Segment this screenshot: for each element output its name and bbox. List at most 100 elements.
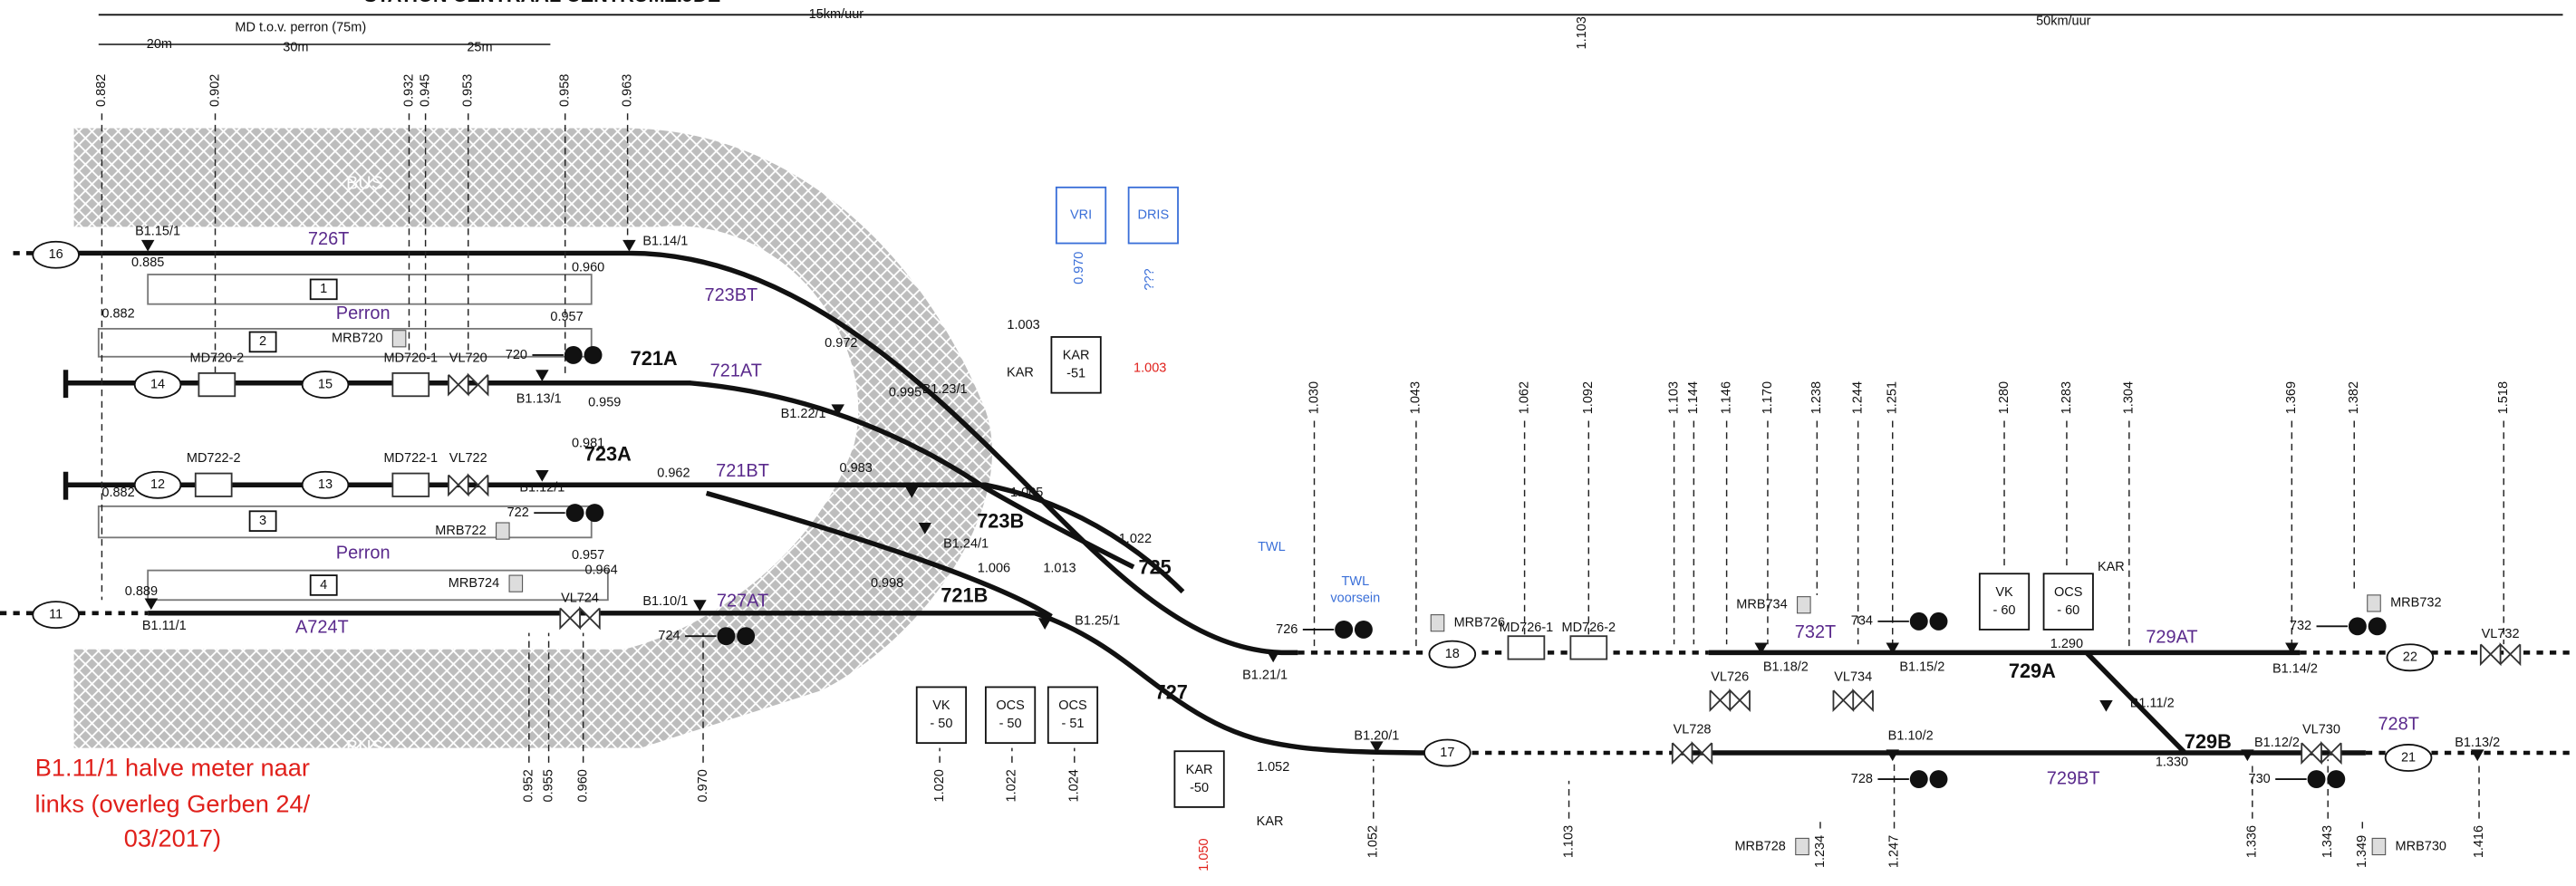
kar-label: KAR [1257,814,1284,829]
signal-label: B1.11/1 [142,619,187,633]
info-box [1173,750,1225,808]
mrb-box [508,574,524,592]
track-oval [301,371,350,400]
switch-name: 723B [977,510,1024,533]
km-label: 0.964 [584,563,617,577]
track-number: 18 [1445,647,1460,661]
signal-marker [2241,749,2254,762]
signal-marker [1370,741,1384,754]
signal-number: 722 [507,506,529,520]
signal-label: B1.24/1 [943,536,989,551]
km-label: 1.052 [1257,760,1289,775]
note: B1.11/1 halve meter naar [35,753,310,781]
box-text: VRI [1070,208,1092,223]
track-oval [1423,738,1471,767]
track-number: 11 [49,607,63,621]
km-label: 1.052 [1366,825,1381,858]
signal-marker [622,239,636,252]
track-number: 13 [318,477,333,492]
km-label: 1.013 [1043,562,1076,576]
box-text: KAR [1186,763,1213,777]
labels: STATION CENTRAAL CENTRUMZIJDE 15km/uur 50k… [32,0,2522,872]
km-label: 0.952 [522,769,536,802]
platform-name: Perron [336,303,391,323]
signal-head [717,627,736,646]
km-label: 0.882 [101,306,134,321]
box-text: VK [932,698,950,713]
signal-head [2368,617,2387,636]
mrb-label: MRB732 [2390,596,2441,611]
track-oval [1428,640,1477,669]
signal-label: B1.10/1 [642,594,688,609]
km-label-blue: ??? [1143,268,1157,290]
valve [448,473,489,497]
equipment-label: VL724 [561,591,599,605]
mrb-box [391,330,407,348]
equipment-label: VL726 [1711,669,1749,684]
km-label: 0.981 [572,437,604,451]
info-box [1127,186,1179,245]
signal-label: B1.15/1 [135,225,180,239]
km-label: 1.020 [932,769,947,802]
km-label: 0.902 [207,74,222,107]
km-label: 0.932 [401,74,416,107]
mrb-label: MRB724 [449,576,499,591]
km-label: 1.103 [1666,381,1681,414]
km-label-red: 1.003 [1134,361,1166,375]
km-label: 1.382 [2347,381,2361,414]
signal-marker [918,523,932,534]
detector [391,371,430,398]
signal-number: 734 [1851,614,1873,629]
track-name: 727AT [717,591,768,611]
signal-head [585,504,604,523]
box-text: - 50 [999,717,1022,731]
km-label: 1.030 [1307,381,1321,414]
km-label: 1.290 [2050,637,2083,651]
dimension: 30m [283,40,308,54]
signal-head [1909,612,1928,631]
km-label: 1.022 [1119,532,1152,546]
valve [1832,688,1874,713]
equipment-label: VL730 [2302,722,2340,737]
km-label: 1.280 [1997,381,2012,414]
signal-label: B1.22/1 [781,407,826,421]
mrb-label: MRB730 [2396,839,2446,853]
km-label: 1.003 [1007,318,1039,332]
switch-name: 729A [2009,660,2056,682]
km-label: 1.043 [1409,381,1423,414]
km-label: 0.960 [575,769,590,802]
track-oval [301,470,350,499]
switch-name: 723A [584,442,632,465]
platform-number-box [248,331,277,353]
detector [1507,635,1546,660]
bus-label: BUS [346,173,383,193]
equipment-label: VL734 [1834,669,1872,684]
signal-head [565,504,584,523]
signal-head [1909,770,1928,789]
km-label: 1.244 [1850,381,1865,414]
valve [2479,642,2522,667]
km-label: 1.330 [2156,756,2188,770]
info-box [984,686,1037,745]
km-label: 1.343 [2320,825,2335,858]
info-box [1047,686,1099,745]
dimension: 20m [147,37,172,52]
track-name: A724T [295,617,349,637]
platform-number: 4 [320,578,327,592]
km-label: 1.170 [1761,381,1775,414]
signal-head [737,627,756,646]
mrb-box [1430,614,1445,632]
km-label: 0.882 [94,74,109,107]
box-text: DRIS [1138,208,1170,223]
signal-marker [2099,699,2113,712]
km-label: 1.416 [2472,825,2486,858]
signal-label: B1.18/2 [1763,660,1809,675]
km-label: 1.024 [1067,769,1082,802]
valve [2301,740,2342,766]
signal-marker [831,404,844,417]
track-name: 729AT [2146,627,2197,647]
km-label: 1.062 [1517,381,1531,414]
km-label: 1.518 [2496,381,2511,414]
signal-number: 724 [658,629,680,643]
signal-marker [2470,749,2484,762]
